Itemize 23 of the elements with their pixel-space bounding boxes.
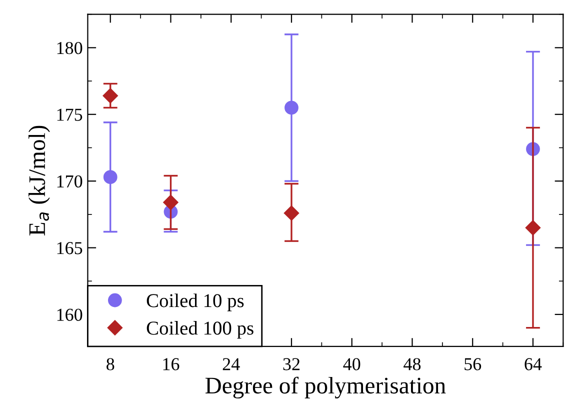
y-axis-title: E$_{a}$ (kJ/mol)	[28, 126, 50, 236]
x-tick-label: 48	[404, 358, 421, 370]
y-tick-label: 180	[57, 42, 82, 54]
legend-label: Coiled 100 ps	[146, 321, 254, 339]
x-tick-label: 16	[163, 358, 180, 370]
point	[102, 88, 118, 104]
y-tick-label: 160	[57, 308, 82, 321]
x-tick-label: 32	[283, 358, 300, 370]
point	[163, 194, 178, 210]
x-tick-label: 24	[222, 358, 240, 370]
y-tick-label: 165	[57, 242, 82, 254]
x-axis-title: Degree of polymerisation	[205, 376, 446, 398]
point	[284, 100, 298, 115]
x-tick-label: 56	[464, 358, 482, 370]
point	[525, 220, 541, 236]
point	[103, 170, 118, 184]
x-tick-label: 64	[524, 358, 542, 370]
legend-label: Coiled 10 ps	[146, 294, 244, 312]
y-tick-label: 175	[57, 108, 82, 121]
y-tick-label: 170	[57, 175, 82, 188]
point	[284, 206, 300, 221]
x-tick-label: 40	[343, 358, 360, 370]
x-tick-label: 8	[106, 358, 114, 370]
